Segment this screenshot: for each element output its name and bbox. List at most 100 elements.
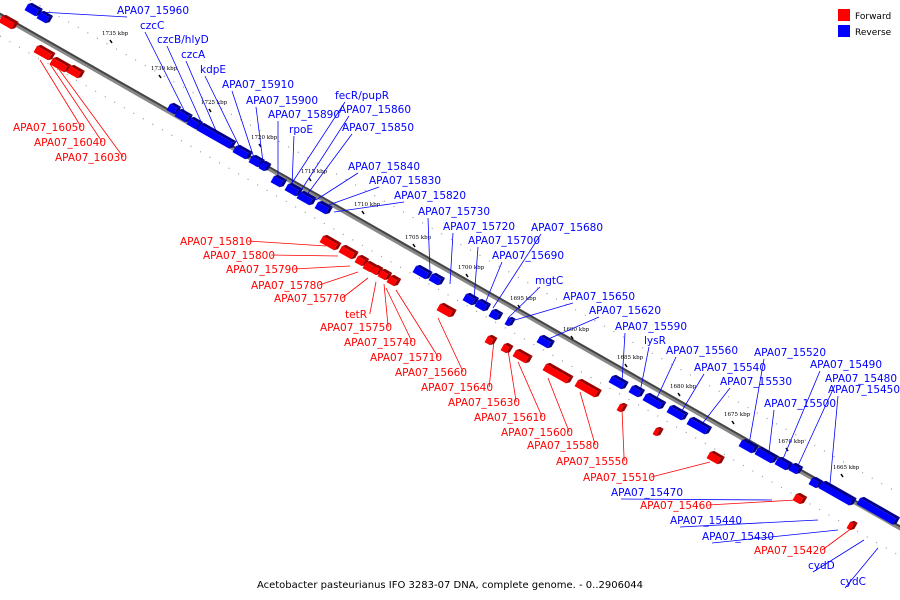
reverse-gene-labels: APA07_15960 czcC czcB/hlyD czcA kdpE APA07_15… xyxy=(117,5,900,588)
reverse-gene-block-face xyxy=(186,118,199,130)
reverse-gene-block-side xyxy=(263,163,272,172)
legend-reverse-label: Reverse xyxy=(855,28,892,38)
forward-gene-block xyxy=(370,264,384,276)
axis-tick-mark xyxy=(208,108,212,113)
forward-gene-label: APA07_15510 xyxy=(583,472,655,484)
forward-gene-label: APA07_15740 xyxy=(344,337,416,349)
reverse-gene-block-side xyxy=(325,207,333,215)
reverse-gene-block-side xyxy=(483,304,492,312)
reverse-gene-block-top xyxy=(860,496,900,519)
reverse-gene-block-face xyxy=(462,294,475,306)
reverse-gene-block-side xyxy=(680,413,689,421)
reverse-gene-block xyxy=(174,108,193,123)
reverse-gene-leader xyxy=(620,498,773,501)
reverse-gene-block-side xyxy=(508,318,516,327)
reverse-gene-block-face xyxy=(284,184,299,197)
forward-gene-block-top xyxy=(342,244,359,254)
reverse-gene-block xyxy=(428,272,446,286)
reverse-track-line xyxy=(29,0,900,495)
forward-gene-label: APA07_15710 xyxy=(370,352,442,364)
forward-gene-leader xyxy=(39,59,82,128)
forward-gene-block-side xyxy=(384,272,393,281)
reverse-gene-block-face xyxy=(296,192,313,206)
reverse-gene-label: APA07_15890 xyxy=(268,109,340,121)
forward-gene-block-face xyxy=(436,304,453,318)
reverse-gene-leader xyxy=(291,135,295,187)
reverse-gene-block-top xyxy=(792,462,804,469)
reverse-gene-label: mgtC xyxy=(535,275,563,287)
reverse-gene-block-face xyxy=(232,146,249,160)
reverse-gene-label: APA07_15850 xyxy=(342,122,414,134)
reverse-gene-block-top xyxy=(670,404,689,415)
reverse-gene-block-side xyxy=(815,480,824,489)
axis-tick-label: 1705 kbp xyxy=(405,235,432,241)
reverse-gene-block-top xyxy=(478,298,492,306)
reverse-gene-leader xyxy=(315,172,359,201)
forward-gene-label: APA07_15770 xyxy=(274,293,346,305)
legend: Forward Reverse xyxy=(838,9,892,38)
forward-gene-block-face xyxy=(652,428,660,437)
forward-gene-block-top xyxy=(2,14,19,24)
axis-tick-mark xyxy=(731,420,735,425)
reverse-gene-block-top xyxy=(274,174,288,182)
forward-gene-block-top xyxy=(850,520,858,525)
reverse-gene-block-top xyxy=(178,108,193,117)
reverse-gene-leader xyxy=(325,186,380,207)
forward-gene-block-side xyxy=(594,390,602,398)
reverse-gene-label: APA07_15530 xyxy=(720,376,792,388)
forward-gene-label: APA07_15580 xyxy=(527,440,599,452)
forward-gene-block xyxy=(377,268,393,281)
forward-gene-leader xyxy=(651,461,711,478)
forward-gene-block-side xyxy=(47,53,56,61)
reverse-gene-block xyxy=(608,374,629,390)
forward-gene-block-face xyxy=(542,364,570,384)
reverse-gene-leader xyxy=(779,370,821,467)
reverse-gene-block-top xyxy=(540,334,555,343)
forward-gene-leader xyxy=(621,409,625,462)
reverse-gene-block-top xyxy=(288,182,303,191)
reverse-gene-label: APA07_15830 xyxy=(369,175,441,187)
reverse-gene-leader xyxy=(166,45,204,127)
reverse-gene-block-face xyxy=(754,448,775,464)
axis-tick-mark xyxy=(677,392,681,397)
reverse-gene-block-side xyxy=(795,466,804,475)
forward-gene-label: APA07_15780 xyxy=(251,280,323,292)
reverse-gene-block-face xyxy=(314,202,329,215)
reverse-gene-block-face xyxy=(258,162,268,172)
forward-gene-block-side xyxy=(361,258,370,267)
reverse-gene-block xyxy=(296,190,317,206)
reverse-gene-block-face xyxy=(856,498,896,525)
reverse-gene-leader xyxy=(204,75,245,157)
reverse-gene-block-side xyxy=(185,115,193,123)
reverse-gene-label: APA07_15900 xyxy=(246,95,318,107)
reverse-gene-leader xyxy=(144,31,189,119)
axis-tick-label: 1715 kbp xyxy=(301,169,328,175)
reverse-gene-block-face xyxy=(488,310,500,321)
reverse-gene-block xyxy=(738,438,759,454)
forward-gene-block-face xyxy=(370,266,380,276)
forward-gene-label: APA07_15640 xyxy=(421,382,493,394)
reverse-gene-block xyxy=(856,496,900,525)
forward-gene-block-face xyxy=(500,344,510,354)
forward-gene-leader xyxy=(49,63,103,143)
forward-gene-block-top xyxy=(323,234,342,245)
reverse-gene-label: APA07_15650 xyxy=(563,291,635,303)
forward-gene-block-top xyxy=(488,334,498,340)
reverse-gene-block-side xyxy=(173,106,182,115)
reverse-gene-block-face xyxy=(248,156,261,168)
reverse-gene-label: cydC xyxy=(840,576,866,588)
axis-tick-mark xyxy=(624,363,628,368)
reverse-gene-block-side xyxy=(892,517,900,525)
reverse-gene-block xyxy=(462,292,480,306)
forward-gene-label: APA07_15750 xyxy=(320,322,392,334)
reverse-gene-label: APA07_15490 xyxy=(810,359,882,371)
forward-gene-label: APA07_15660 xyxy=(395,367,467,379)
reverse-gene-block-side xyxy=(785,463,793,471)
reverse-gene-block-face xyxy=(818,482,853,506)
reverse-gene-label: APA07_15560 xyxy=(666,345,738,357)
reverse-gene-block xyxy=(36,10,54,24)
reverse-gene-label: czcB/hlyD xyxy=(157,34,209,46)
reverse-gene-block-face xyxy=(174,110,189,123)
forward-gene-block-side xyxy=(656,428,664,437)
forward-gene-block-top xyxy=(620,402,628,407)
